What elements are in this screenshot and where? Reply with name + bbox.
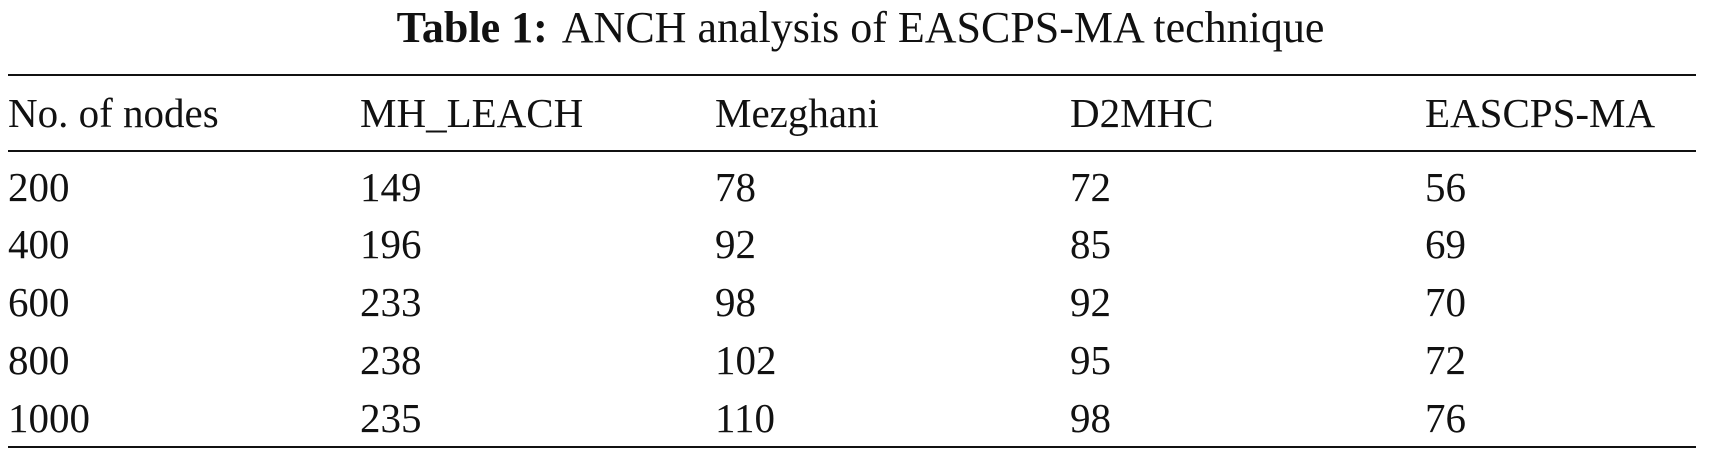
table-cell: 92 [1070, 279, 1111, 325]
table-caption: Table 1: ANCH analysis of EASCPS-MA techn… [0, 2, 1721, 54]
table-cell: 233 [360, 279, 422, 325]
table-cell: 78 [715, 163, 756, 210]
table-row: 1000 235 110 98 76 [8, 389, 1696, 447]
table-cell: 235 [360, 394, 422, 441]
header-row: No. of nodes MH_LEACH Mezghani D2MHC EAS… [8, 75, 1696, 151]
table-cell: 149 [360, 163, 422, 210]
table-cell: 70 [1425, 279, 1466, 325]
table-cell: 238 [360, 337, 422, 383]
table-cell: 1000 [8, 394, 90, 441]
table-cell: 95 [1070, 337, 1111, 383]
table-row: 400 196 92 85 69 [8, 215, 1696, 273]
table-cell: 72 [1070, 163, 1111, 210]
table-cell: 800 [8, 337, 70, 383]
anch-analysis-table: No. of nodes MH_LEACH Mezghani D2MHC EAS… [8, 74, 1696, 448]
header-d2mhc: D2MHC [1070, 90, 1214, 136]
table-cell: 76 [1425, 394, 1466, 441]
table-header: No. of nodes MH_LEACH Mezghani D2MHC EAS… [8, 75, 1696, 151]
table-cell: 110 [715, 394, 775, 441]
table-row: 600 233 98 92 70 [8, 273, 1696, 331]
table-cell: 92 [715, 221, 756, 267]
table-cell: 98 [1070, 394, 1111, 441]
table-body: 200 149 78 72 56 400 196 92 85 69 600 23… [8, 151, 1696, 447]
header-mh-leach: MH_LEACH [360, 90, 584, 136]
table-cell: 85 [1070, 221, 1111, 267]
table-cell: 69 [1425, 221, 1466, 267]
table-cell: 196 [360, 221, 422, 267]
table-cell: 72 [1425, 337, 1466, 383]
header-no-of-nodes: No. of nodes [8, 90, 219, 136]
table-cell: 98 [715, 279, 756, 325]
header-eascps-ma: EASCPS-MA [1425, 90, 1656, 136]
table-cell: 200 [8, 163, 70, 210]
table-cell: 102 [715, 337, 777, 383]
table-row: 200 149 78 72 56 [8, 151, 1696, 215]
caption-label: Table 1: [396, 3, 548, 52]
table-cell: 600 [8, 279, 70, 325]
table-row: 800 238 102 95 72 [8, 331, 1696, 389]
table-cell: 400 [8, 221, 70, 267]
table-cell: 56 [1425, 163, 1466, 210]
caption-text: ANCH analysis of EASCPS-MA technique [561, 3, 1325, 52]
header-mezghani: Mezghani [715, 90, 879, 136]
